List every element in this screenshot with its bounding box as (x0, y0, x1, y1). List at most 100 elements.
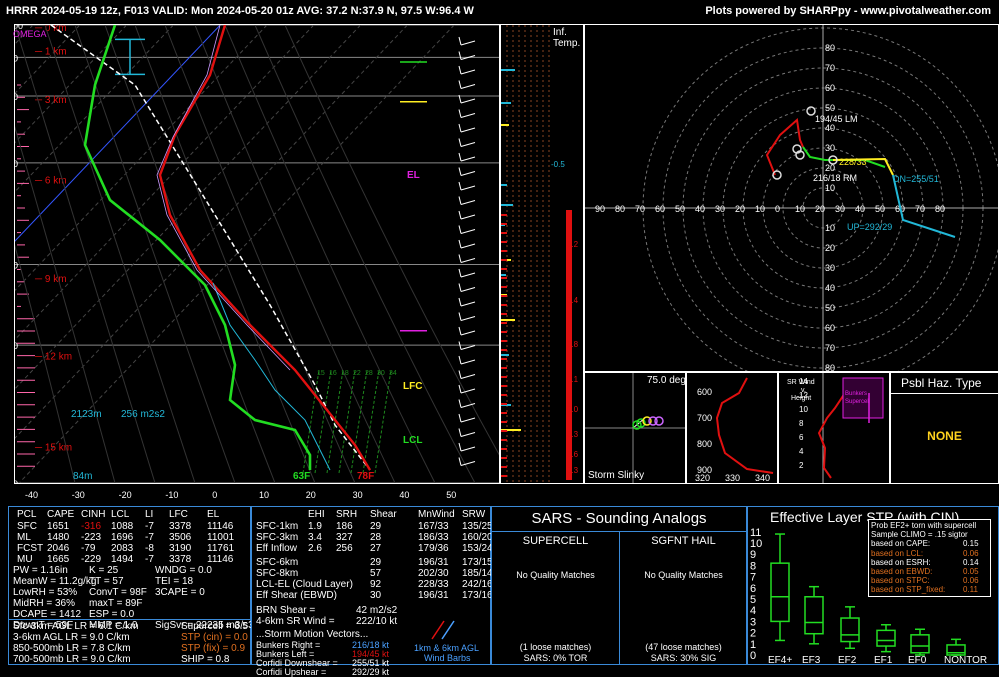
pressure-tick-label: 300 (15, 260, 18, 270)
slinky-ring (648, 416, 658, 426)
hodo-y-tick: 40 (825, 123, 835, 133)
wind-barb-shaft (460, 98, 476, 104)
stp-category: EF2 (838, 655, 857, 664)
hodograph-panel: 90 80 70 60 50 40 30 20 10 0 10 20 30 40 50 60 70 80 80 70 6… (584, 24, 999, 372)
stp-y-tick: 10 (750, 538, 762, 550)
hodo-y-tick: 20 (825, 163, 835, 173)
kin-cell: 167/33 (418, 521, 449, 532)
param-cell: -229 (81, 554, 102, 565)
hodo-x-tick: 70 (635, 204, 645, 214)
height-label: ─ 1 km (34, 46, 67, 57)
srw-h-tick: 6 (799, 433, 804, 442)
param-cell: 3506 (169, 532, 192, 543)
stp-category: EF1 (874, 655, 893, 664)
sars-hail-matches: No Quality Matches (644, 570, 723, 580)
stp-category: EF0 (908, 655, 927, 664)
stp-iqr (840, 617, 860, 643)
slinky-angle: 75.0 deg (647, 375, 686, 386)
hodo-trace-yellow (832, 157, 894, 176)
srwind-label: 4-6km SR Wind = (256, 616, 335, 627)
kin-col-header: MnWind (418, 509, 455, 520)
sars-supercell-heading: SUPERCELL (522, 535, 589, 547)
hazard-panel: Psbl Haz. Type NONE (890, 372, 999, 484)
param-cell: 1480 (47, 532, 70, 543)
param-col-header: CAPE (47, 509, 75, 520)
hodo-ring (642, 27, 998, 371)
wind-barb (458, 283, 476, 292)
hodo-marker (795, 150, 805, 160)
isotherm (18, 25, 455, 483)
param-cell: -223 (81, 532, 102, 543)
kin-cell: 196/31 (418, 590, 449, 601)
temp-tick-label: 40 (399, 490, 410, 500)
srw-h-tick: 10 (799, 405, 808, 414)
hodo-trace-green (802, 146, 886, 168)
srw-legend: Bunkers (845, 391, 867, 397)
motion-value: 292/29 kt (352, 667, 390, 677)
param-cell: 1494 (111, 554, 134, 565)
wind-barb-flag (458, 196, 462, 205)
wind-barb-flag (458, 225, 462, 234)
motion-label: Bunkers Left = (256, 649, 315, 659)
param-cell: 1665 (47, 554, 70, 565)
temperature-trace (158, 25, 372, 471)
kin-cell: 57 (370, 568, 382, 579)
wind-barb-flag (458, 51, 462, 60)
wind-barb (458, 457, 476, 466)
kin-cell: 92 (370, 579, 382, 590)
wind-barb-flag (458, 181, 462, 191)
param-cell: 11146 (207, 521, 234, 532)
misc-cell: 3CAPE = 0 (155, 587, 205, 598)
wind-barb (458, 152, 476, 162)
stp-legend-value: 0.11 (963, 585, 978, 595)
hodo-x-tick: 20 (815, 204, 825, 214)
brn-label: BRN Shear = (256, 605, 316, 616)
motion-value: 194/45 kt (352, 649, 390, 659)
dry-adiabat (164, 25, 356, 483)
kin-row-label: Eff Shear (EBWD) (256, 590, 337, 601)
wetbulb-trace (212, 282, 331, 471)
param-cell: MU (17, 554, 33, 565)
slinky-label: Storm Slinky (588, 470, 645, 481)
lapse-cell: 850-500mb LR = 7.8 C/km (13, 643, 131, 654)
kin-row-label: SFC-8km (256, 568, 299, 579)
theta-value: 0.3 (567, 466, 579, 475)
kin-cell: 29 (370, 521, 382, 532)
isotherm (15, 25, 315, 341)
temp-tick-label: 0 (212, 490, 218, 500)
wind-barb (458, 254, 476, 263)
stp-legend-label: based on STPC: (871, 576, 930, 586)
wind-barb-shaft (460, 214, 476, 220)
hazard-title: Psbl Haz. Type (901, 376, 982, 390)
wind-barb-shaft (460, 40, 476, 46)
temp-tick-label: -40 (25, 490, 39, 500)
wind-barb-shaft (460, 330, 476, 336)
param-cell: -7 (145, 554, 154, 565)
kin-col-header: SRW (462, 509, 486, 520)
height-label: ─ 0 km (34, 25, 67, 34)
hodo-x-tick: 60 (655, 204, 665, 214)
kin-cell: 196/31 (418, 557, 449, 568)
srw-h-tick: 12 (799, 391, 808, 400)
kin-cell: 135/25 (462, 521, 493, 532)
wind-barb-flag (458, 457, 462, 466)
barb-red (431, 620, 445, 640)
dry-adiabat (15, 244, 76, 483)
theta-panel: 600 700 800 900 320 330 340 (686, 372, 778, 484)
stp-y-tick: 0 (750, 650, 756, 662)
stp-iqr (876, 629, 896, 647)
sfc-dew-label: 63F (293, 471, 311, 482)
lapse-cell: Sfc-3km AGL LR = 6.1 C/km (13, 621, 139, 632)
hodo-lm-label: 194/45 LM (815, 114, 858, 124)
wind-barb (458, 341, 476, 350)
dry-adiabat (134, 25, 316, 483)
stp-iqr (910, 634, 930, 654)
hodo-x-tick: 10 (755, 204, 765, 214)
stp-box (770, 533, 790, 642)
kin-cell: 173/16 (462, 590, 493, 601)
pressure-tick-label: 1000 (15, 25, 23, 31)
param-cell: -7 (145, 521, 154, 532)
hodo-y-tick: 10 (825, 183, 835, 193)
wind-barb-shaft (460, 272, 476, 278)
